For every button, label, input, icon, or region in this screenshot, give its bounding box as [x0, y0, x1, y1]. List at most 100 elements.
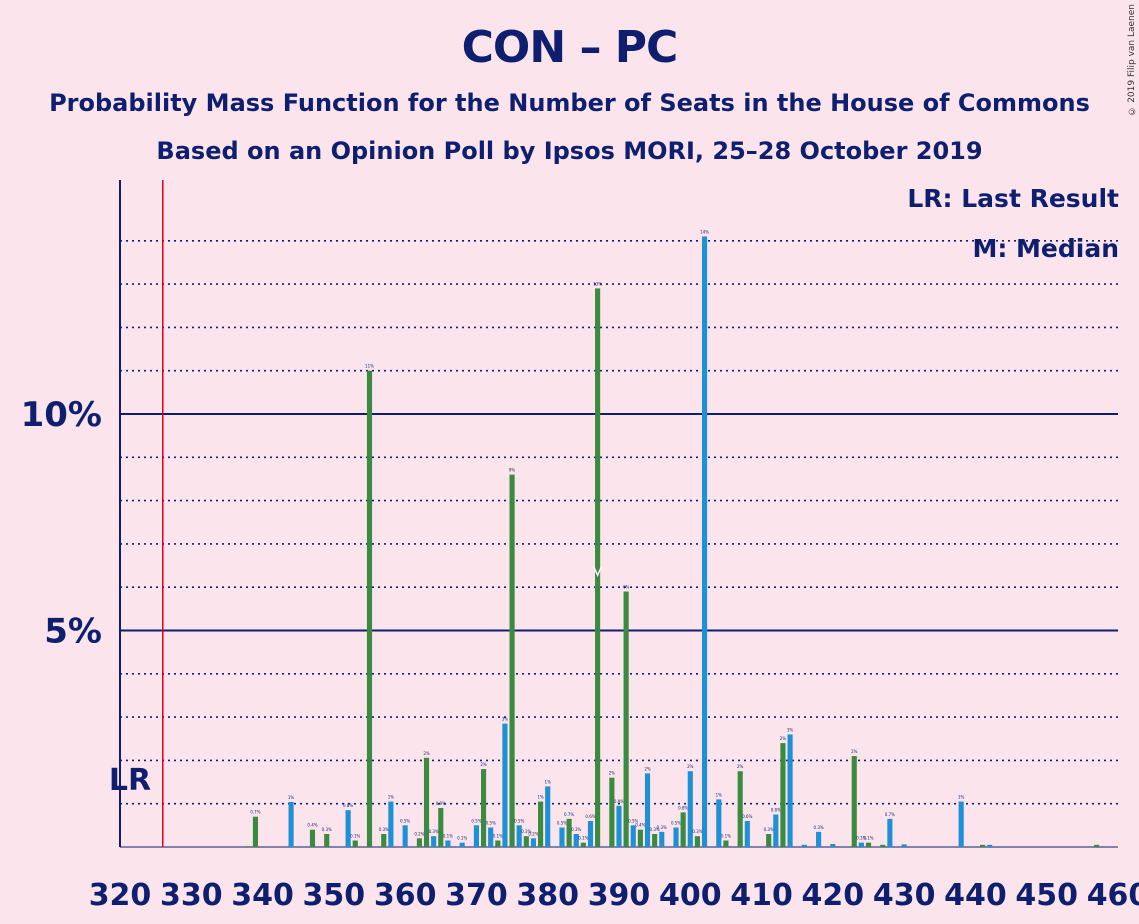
seat-bar-358 [388, 801, 394, 847]
seat-bar-442 [987, 844, 993, 847]
bar-value-label: 0.7% [564, 812, 574, 817]
seat-bar-382 [559, 827, 565, 847]
seat-bar-392 [630, 825, 636, 847]
seat-bar-338 [245, 846, 251, 847]
bar-value-label: 0.8% [678, 805, 688, 810]
seat-bar-355 [366, 370, 373, 847]
seat-bar-374 [502, 723, 508, 847]
bar-value-label: 0.6% [742, 814, 752, 819]
seat-bar-368 [459, 842, 465, 847]
seat-bar-457 [1094, 844, 1100, 847]
bar-value-label: 0.3% [814, 825, 824, 830]
bar-value-label: 0.2% [528, 831, 538, 836]
seat-bar-384 [573, 834, 579, 847]
bar-value-label: 0.1% [856, 836, 866, 841]
x-tick-label: 430 [873, 878, 936, 913]
seat-bar-365 [438, 808, 444, 847]
seat-bar-412 [773, 814, 779, 847]
bar-value-label: 0.3% [521, 829, 531, 834]
bar-value-label: 9% [509, 468, 516, 473]
bar-value-label: 1% [388, 795, 395, 800]
x-tick-label: 360 [374, 878, 437, 913]
seat-bar-413 [780, 743, 786, 847]
seat-bar-401 [694, 836, 700, 847]
seat-bar-373 [495, 840, 501, 847]
bar-value-label: 1% [545, 779, 552, 784]
seat-bar-363 [423, 757, 430, 847]
bar-value-label: 2% [609, 771, 616, 776]
seat-bar-407 [737, 771, 743, 847]
seat-bar-347 [309, 829, 316, 847]
seat-bar-360 [402, 825, 408, 847]
seat-bar-385 [580, 842, 586, 847]
bar-value-label: 0.9% [436, 801, 446, 806]
x-tick-label: 450 [1015, 878, 1078, 913]
seat-bar-411 [766, 834, 772, 847]
bar-value-label: 0.5% [628, 818, 638, 823]
bar-value-label: 0.7% [885, 812, 895, 817]
seat-bar-408 [744, 821, 750, 847]
seat-bar-364 [431, 836, 437, 847]
bar-value-label: 0.6% [585, 814, 595, 819]
seat-bar-391 [623, 591, 629, 847]
bar-value-label: 0.1% [457, 836, 467, 841]
seat-bar-402 [701, 236, 708, 848]
x-tick-label: 350 [303, 878, 366, 913]
seat-bar-389 [609, 777, 615, 847]
y-tick-label: 5% [44, 612, 102, 652]
bar-value-label: 0.5% [471, 818, 481, 823]
bar-value-label: 0.4% [635, 823, 645, 828]
bar-value-label: 0.9% [614, 799, 624, 804]
seat-bar-414 [787, 734, 793, 847]
seat-bar-344 [288, 801, 294, 847]
seat-bar-394 [644, 773, 651, 847]
seat-bar-400 [687, 771, 693, 847]
bar-value-label: 1% [716, 792, 723, 797]
seat-bar-376 [516, 825, 522, 847]
bar-value-label: 2% [423, 751, 430, 756]
bar-value-label: 0.5% [400, 818, 410, 823]
seat-bar-418 [816, 831, 822, 847]
bar-value-label: 13% [593, 281, 602, 286]
seat-bar-379 [538, 801, 544, 847]
seat-bar-427 [880, 844, 886, 847]
bar-value-label: 0.1% [443, 834, 453, 839]
seat-bar-387 [595, 288, 601, 847]
chart-subtitle: Probability Mass Function for the Number… [49, 89, 1090, 117]
x-tick-label: 330 [160, 878, 223, 913]
bar-value-label: 0.3% [571, 827, 581, 832]
legend-last-result: LR: Last Result [907, 184, 1119, 213]
x-tick-label: 380 [516, 878, 579, 913]
seat-bar-362 [416, 838, 422, 847]
x-tick-label: 390 [588, 878, 651, 913]
seat-bar-357 [381, 834, 387, 847]
seat-bar-441 [979, 844, 986, 847]
x-tick-label: 400 [659, 878, 722, 913]
bar-value-label: 0.1% [863, 836, 873, 841]
seat-bar-395 [652, 834, 658, 847]
bar-value-label: 0.5% [514, 818, 524, 823]
seat-bar-349 [324, 834, 330, 847]
seat-bar-416 [801, 844, 807, 847]
bar-value-label: 0.8% [343, 803, 353, 808]
bar-value-label: 0.3% [429, 829, 439, 834]
bar-value-label: 0.3% [650, 827, 660, 832]
bar-value-label: 0.3% [322, 827, 332, 832]
x-tick-label: 340 [231, 878, 294, 913]
seat-bar-366 [445, 840, 451, 847]
bar-value-label: 3% [502, 717, 509, 722]
bar-value-label: 2% [780, 736, 787, 741]
seat-bar-425 [865, 842, 872, 847]
seat-bar-430 [901, 844, 907, 847]
bar-value-label: 0.1% [721, 834, 731, 839]
bar-value-label: 2% [687, 764, 694, 769]
bar-value-label: 0.8% [771, 808, 781, 813]
seat-bar-378 [530, 838, 537, 847]
bar-value-label: 11% [365, 364, 374, 369]
bar-value-label: 0.4% [307, 823, 317, 828]
seat-bar-353 [352, 840, 358, 847]
bar-value-label: 0.3% [657, 825, 667, 830]
bar-value-label: 0.1% [493, 834, 503, 839]
x-tick-label: 440 [944, 878, 1007, 913]
x-tick-label: 410 [730, 878, 793, 913]
